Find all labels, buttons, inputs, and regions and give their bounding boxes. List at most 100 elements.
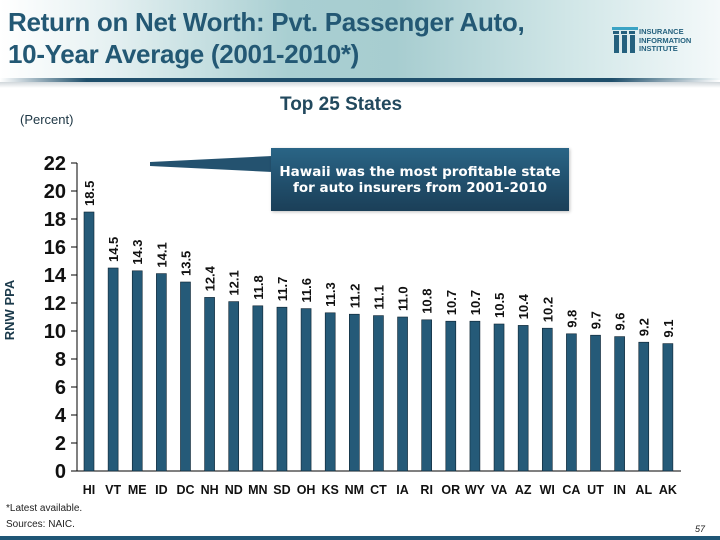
data-label: 9.1: [661, 320, 676, 338]
data-label: 12.1: [227, 270, 242, 295]
logo-line-3: INSTITUTE: [639, 44, 678, 53]
x-tick-label: AK: [659, 483, 677, 497]
data-label: 12.4: [203, 265, 218, 291]
title-line-1: Return on Net Worth: Pvt. Passenger Auto…: [8, 7, 525, 37]
x-tick-label: ID: [155, 483, 168, 497]
data-label: 11.0: [396, 286, 411, 311]
x-tick-label: UT: [587, 483, 604, 497]
data-label: 11.8: [251, 275, 266, 300]
bar-in: [614, 336, 625, 472]
bar-ri: [421, 319, 432, 472]
y-tick-labels: 0 2 4 6 8 10 12 14 16 18 20 22: [44, 153, 67, 483]
data-labels: 18.5 14.5 14.3 14.1 13.5 12.4 12.1 11.8 11.7 11.6…: [82, 181, 676, 338]
logo-text: INSURANCE INFORMATION INSTITUTE: [639, 27, 692, 54]
bar-me: [131, 270, 143, 472]
y-tick-label: 8: [55, 349, 66, 371]
logo-line-1: INSURANCE: [639, 27, 684, 36]
bar-nh: [204, 297, 215, 472]
callout-pointer: [150, 156, 272, 172]
units-label: (Percent): [20, 112, 74, 127]
bar-al: [638, 341, 650, 472]
x-tick-label: VA: [491, 483, 507, 497]
page-title: Return on Net Worth: Pvt. Passenger Auto…: [8, 6, 608, 70]
x-tick-label: WI: [540, 483, 555, 497]
y-tick-label: 12: [44, 293, 66, 315]
bar-oh: [300, 308, 312, 472]
y-tick-label: 22: [44, 153, 66, 175]
bar-id: [156, 273, 167, 472]
data-label: 11.1: [371, 285, 386, 310]
y-tick-label: 2: [55, 433, 66, 455]
x-tick-label: KS: [322, 483, 339, 497]
bar-ks: [324, 312, 336, 472]
data-label: 11.6: [299, 278, 314, 303]
header-shadow: [0, 82, 720, 88]
x-tick-label: ND: [225, 483, 243, 497]
bar-va: [493, 323, 505, 472]
x-tick-label: VT: [105, 483, 121, 497]
title-line-2: 10-Year Average (2001-2010*): [8, 39, 360, 69]
x-tick-label: IA: [396, 483, 409, 497]
data-label: 9.2: [637, 318, 652, 336]
x-tick-label: CA: [562, 483, 580, 497]
x-tick-label: IN: [613, 483, 626, 497]
data-label: 14.3: [130, 239, 145, 264]
data-label: 14.1: [154, 242, 169, 267]
data-label: 14.5: [106, 237, 121, 262]
page-number: 57: [695, 524, 706, 534]
iii-logo: INSURANCE INFORMATION INSTITUTE: [612, 27, 712, 55]
x-tick-label: OH: [297, 483, 316, 497]
bar-az: [517, 325, 529, 472]
footnote: *Latest available.: [6, 503, 83, 514]
x-tick-label: NH: [201, 483, 219, 497]
bar-hi: [83, 211, 95, 472]
bar-ia: [397, 316, 408, 472]
source-note: Sources: NAIC.: [6, 519, 75, 530]
bar-dc: [180, 281, 191, 472]
bar-ak: [662, 343, 674, 472]
bar-sd: [276, 306, 288, 472]
y-tick-label: 20: [44, 181, 66, 203]
data-label: 10.8: [420, 288, 435, 313]
x-tick-label: ME: [128, 483, 147, 497]
bar-wi: [541, 327, 553, 472]
bar-vt: [107, 267, 119, 472]
bars: [83, 211, 674, 472]
callout-line-1: Hawaii was the most profitable state: [279, 163, 561, 180]
logo-line-2: INFORMATION: [639, 35, 692, 45]
bar-nd: [228, 301, 240, 472]
chart-subtitle: Top 25 States: [280, 94, 403, 115]
bar-wy: [469, 320, 481, 472]
x-tick-label: HI: [83, 483, 96, 497]
data-label: 10.2: [540, 297, 555, 322]
x-tick-label: WY: [465, 483, 486, 497]
x-tick-label: SD: [273, 483, 290, 497]
header-band: [0, 0, 720, 80]
x-tick-label: AZ: [515, 483, 532, 497]
data-label: 11.2: [347, 284, 362, 309]
data-label: 13.5: [178, 251, 193, 276]
x-tick-label: MN: [248, 483, 267, 497]
y-tick-label: 0: [55, 461, 66, 483]
y-tick-label: 4: [55, 405, 67, 427]
data-label: 10.4: [516, 293, 531, 319]
bar-ct: [373, 315, 384, 472]
x-tick-labels: HI VT ME ID DC NH ND MN SD OH KS NM CT IA RI OR WY VA AZ WI…: [83, 483, 677, 497]
callout-line-2: for auto insurers from 2001-2010: [292, 179, 548, 196]
x-tick-label: OR: [441, 483, 460, 497]
data-label: 9.8: [564, 310, 579, 328]
data-label: 18.5: [82, 181, 97, 206]
bar-mn: [252, 305, 264, 472]
y-tick-label: 14: [44, 265, 67, 287]
y-tick-label: 18: [44, 209, 66, 231]
x-tick-label: AL: [635, 483, 652, 497]
bar-nm: [349, 313, 360, 472]
y-tick-label: 10: [44, 321, 66, 343]
data-label: 11.3: [323, 282, 338, 307]
callout-box: Hawaii was the most profitable state for…: [271, 148, 569, 211]
x-tick-label: CT: [370, 483, 387, 497]
bar-or: [445, 320, 457, 472]
x-tick-label: NM: [345, 483, 364, 497]
y-tick-label: 16: [44, 237, 66, 259]
